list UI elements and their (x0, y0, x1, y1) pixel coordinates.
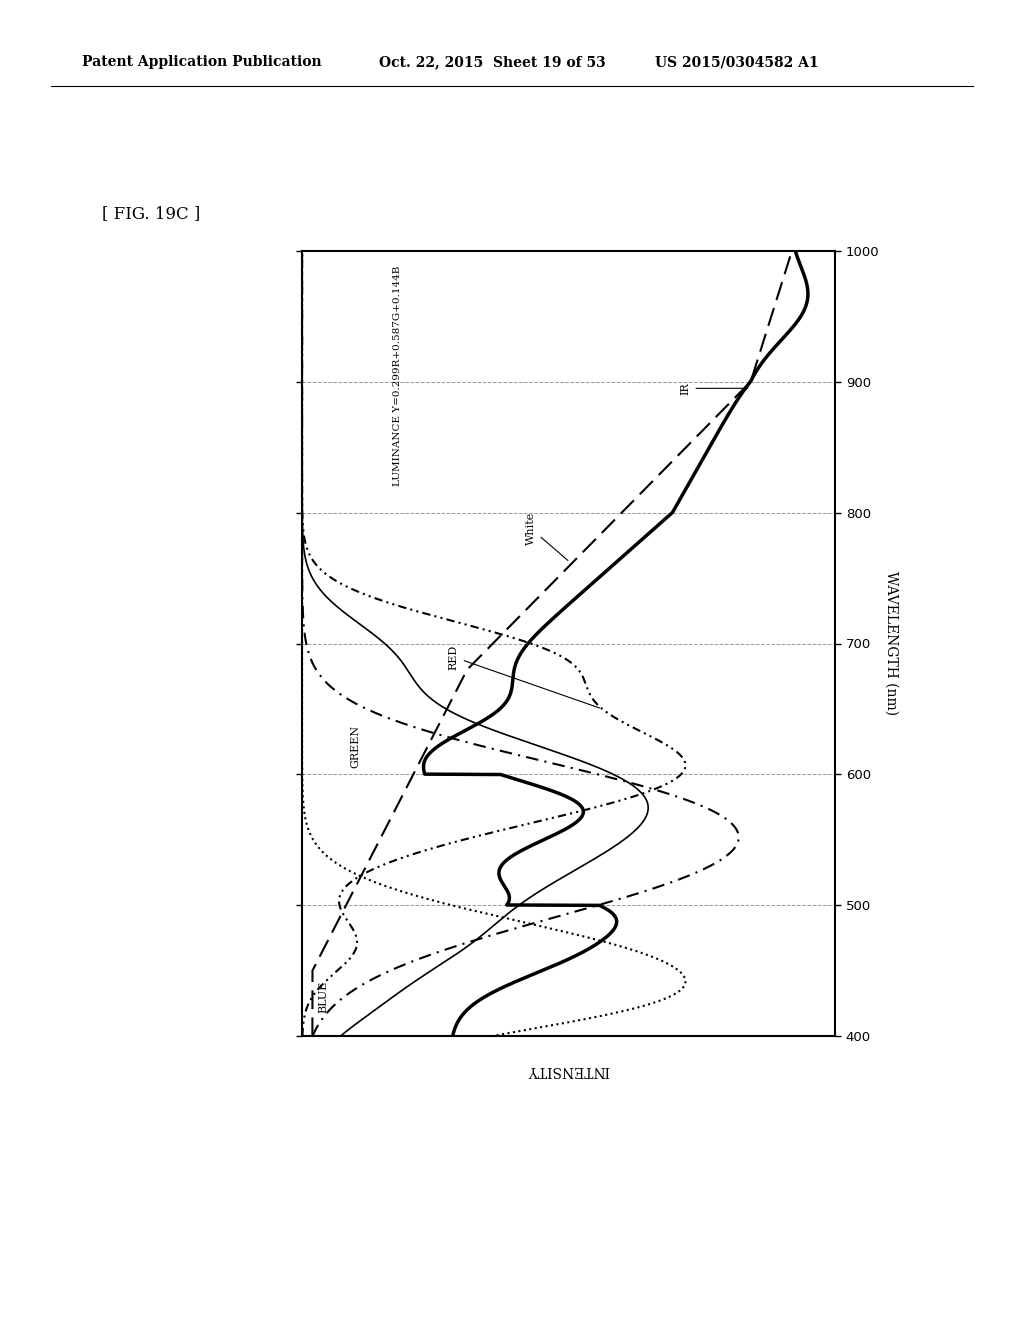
Text: LUMINANCE Y=0.299R+0.587G+0.144B: LUMINANCE Y=0.299R+0.587G+0.144B (393, 267, 402, 487)
Text: RED: RED (449, 644, 600, 708)
Y-axis label: WAVELENGTH (nm): WAVELENGTH (nm) (885, 572, 899, 715)
Text: White: White (526, 512, 568, 561)
Text: GREEN: GREEN (350, 725, 360, 768)
Text: IR: IR (681, 381, 748, 395)
Text: INTENSITY: INTENSITY (527, 1063, 609, 1077)
Text: Patent Application Publication: Patent Application Publication (82, 55, 322, 70)
Text: BLUE: BLUE (318, 981, 329, 1012)
Text: [ FIG. 19C ]: [ FIG. 19C ] (102, 205, 201, 222)
Text: Oct. 22, 2015  Sheet 19 of 53: Oct. 22, 2015 Sheet 19 of 53 (379, 55, 605, 70)
Text: US 2015/0304582 A1: US 2015/0304582 A1 (655, 55, 819, 70)
